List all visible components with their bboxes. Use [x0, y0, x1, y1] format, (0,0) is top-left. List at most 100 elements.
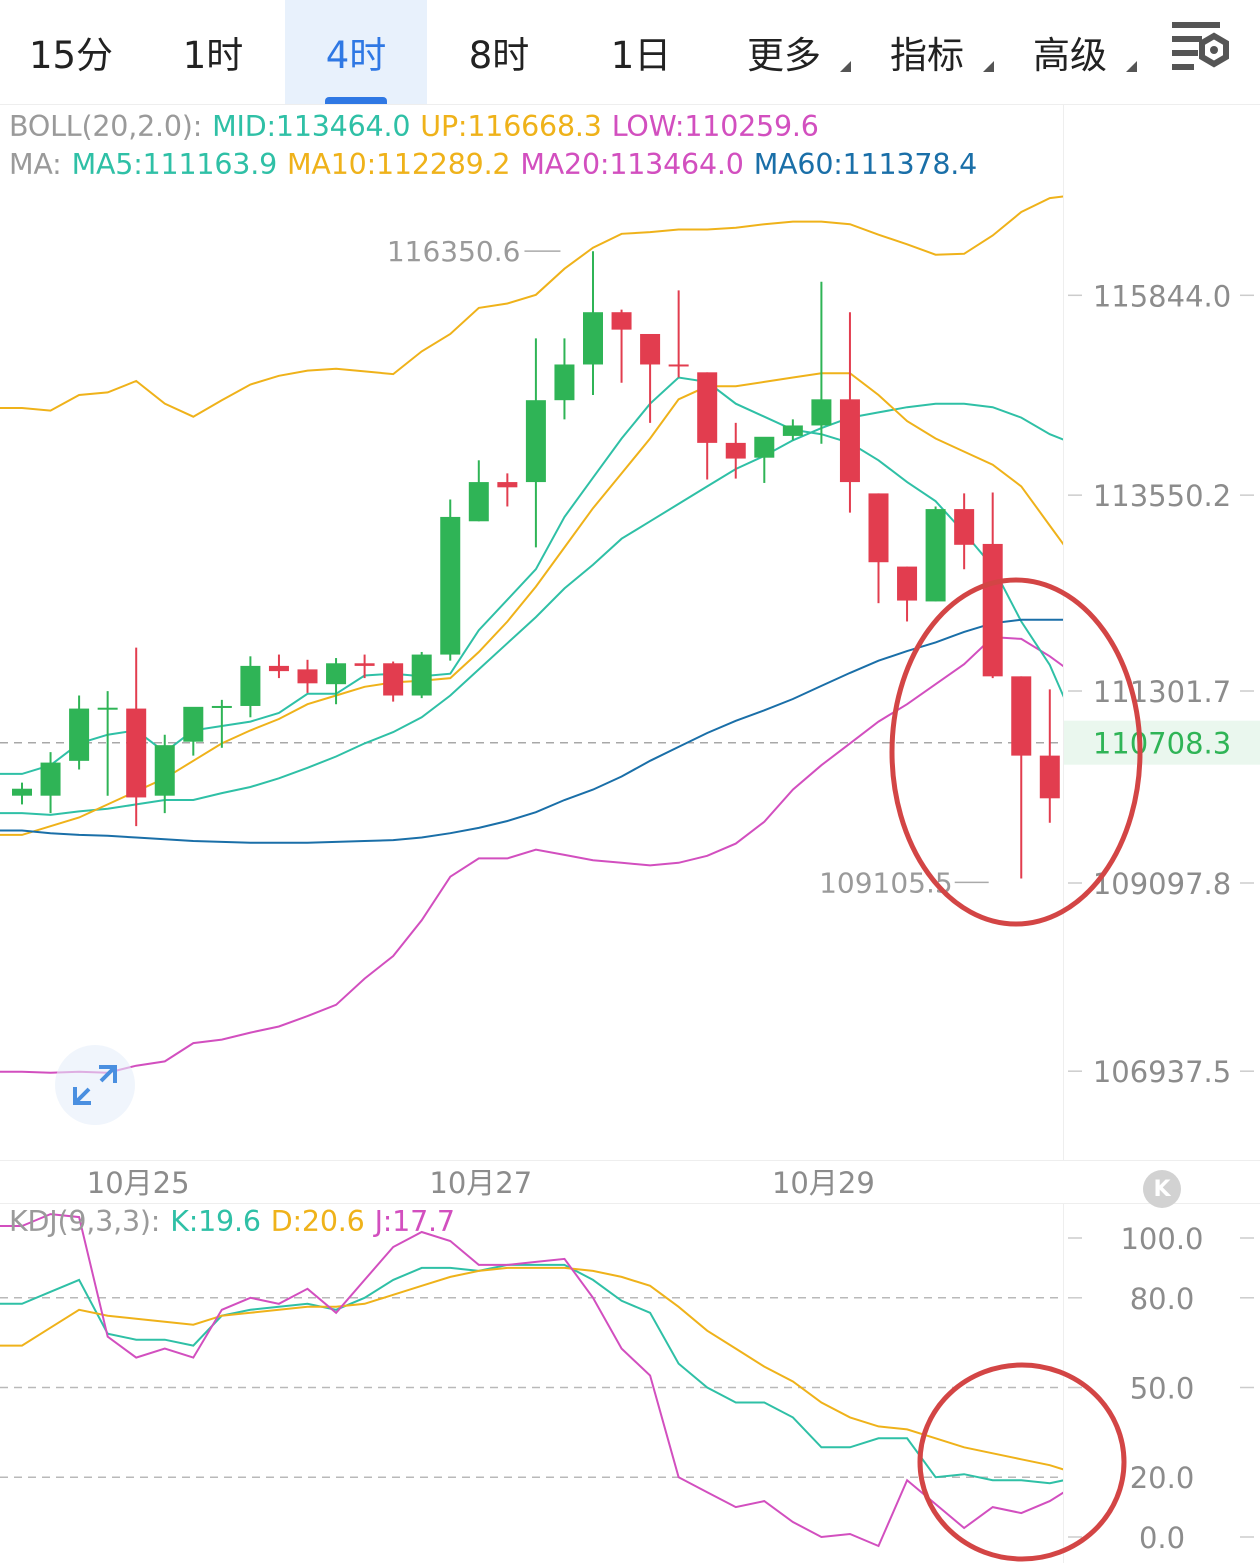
candle	[640, 333, 661, 365]
ma60-value: MA60:111378.4	[753, 148, 978, 181]
kdj-ref-label: 20.0	[1130, 1461, 1195, 1495]
tab-label: 高级	[1033, 34, 1107, 77]
tab-5[interactable]: 更多	[713, 0, 855, 104]
candle	[12, 788, 32, 796]
tab-label: 指标	[890, 34, 964, 77]
expand-chart-button[interactable]	[55, 1045, 135, 1125]
candle	[69, 708, 90, 761]
candle	[583, 312, 603, 365]
candles	[12, 251, 1060, 879]
line-ma60	[0, 618, 1063, 844]
candle	[725, 442, 746, 459]
tab-1[interactable]: 1时	[142, 0, 284, 104]
candle	[440, 516, 461, 655]
candle	[754, 436, 775, 458]
timeframe-tabs: 15分 1时 4时 8时 1日 更多 指标 高级	[0, 0, 1260, 104]
line-ma5	[0, 376, 1063, 775]
tab-0[interactable]: 15分	[0, 0, 142, 104]
tab-label: 更多	[747, 34, 821, 77]
candle	[211, 705, 232, 708]
tab-label: 1日	[610, 34, 672, 77]
chart-settings-icon[interactable]	[1160, 16, 1240, 86]
highlight-circle-price	[889, 577, 1143, 927]
candle	[497, 482, 518, 488]
ma-legend: MA: MA5:111163.9 MA10:112289.2 MA20:113464.…	[9, 148, 987, 181]
tab-label: 4时	[325, 34, 387, 77]
kdj-d-value: D:20.6	[270, 1205, 365, 1238]
y-tick-label: 109097.8	[1093, 867, 1231, 901]
boll-low-value: LOW:110259.6	[611, 110, 819, 143]
candle	[668, 364, 689, 367]
candle	[126, 708, 147, 798]
scroll-to-latest-button[interactable]: K	[1143, 1170, 1181, 1208]
ma20-value: MA20:113464.0	[520, 148, 744, 181]
kdj-line-k	[0, 1263, 1063, 1485]
expand-icon	[73, 1065, 117, 1105]
candle	[839, 399, 860, 483]
kdj-legend: KDJ(9,3,3): K:19.6 D:20.6 J:17.7	[9, 1205, 465, 1238]
tab-6[interactable]: 指标	[856, 0, 998, 104]
candle	[1039, 755, 1060, 799]
line-boll-up	[0, 195, 1063, 418]
candle	[525, 400, 546, 483]
kdj-lines	[0, 1213, 1063, 1548]
y-tick-label: 111301.7	[1093, 675, 1231, 709]
dropdown-triangle-icon	[840, 61, 851, 72]
candle	[97, 707, 118, 710]
kdj-line-d	[0, 1266, 1063, 1471]
tab-2[interactable]: 4时	[285, 0, 427, 104]
boll-legend: BOLL(20,2.0): MID:113464.0 UP:116668.3 LOW:…	[9, 110, 829, 143]
dropdown-triangle-icon	[1126, 61, 1137, 72]
candle	[268, 665, 289, 672]
candle	[954, 509, 975, 545]
candle	[982, 543, 1003, 677]
candle	[468, 482, 489, 522]
candle	[183, 706, 204, 742]
kdj-tick-label: 50.0	[1130, 1372, 1195, 1406]
candle	[811, 399, 832, 426]
kdj-tick-label: 100.0	[1120, 1222, 1203, 1256]
x-axis-label: 10月25	[87, 1166, 190, 1200]
candle	[1011, 676, 1032, 756]
y-tick-label: 106937.5	[1093, 1055, 1231, 1089]
current-price-tag	[1064, 720, 1260, 765]
tab-label: 8时	[468, 34, 530, 77]
candle	[154, 745, 175, 796]
candle	[868, 493, 889, 563]
kdj-k-value: K:19.6	[170, 1205, 261, 1238]
tab-label: 15分	[28, 34, 114, 77]
x-axis-label: 10月27	[429, 1166, 532, 1200]
kdj-legend-label: KDJ(9,3,3):	[9, 1205, 161, 1238]
ma-legend-label: MA:	[9, 148, 62, 181]
candle	[354, 663, 375, 666]
y-tick-label: 115844.0	[1093, 279, 1231, 313]
line-boll-mid	[0, 402, 1063, 816]
candle	[40, 762, 61, 796]
candle	[240, 665, 261, 706]
boll-legend-label: BOLL(20,2.0):	[9, 110, 203, 143]
price-lines	[0, 195, 1063, 1074]
ma5-value: MA5:111163.9	[71, 148, 278, 181]
kdj-j-value: J:17.7	[374, 1205, 455, 1238]
kdj-line-j	[0, 1213, 1063, 1548]
active-tab-indicator	[325, 97, 387, 104]
dropdown-triangle-icon	[983, 61, 994, 72]
highlight-circle-kdj	[917, 1362, 1127, 1562]
y-tick-label: 113550.2	[1093, 479, 1231, 513]
x-axis-label: 10月29	[772, 1166, 875, 1200]
kdj-tick-label: 80.0	[1130, 1282, 1195, 1316]
candle	[611, 312, 632, 330]
candle	[297, 669, 318, 684]
tab-4[interactable]: 1日	[570, 0, 712, 104]
tab-7[interactable]: 高级	[999, 0, 1141, 104]
tab-3[interactable]: 8时	[428, 0, 570, 104]
tab-label: 1时	[182, 34, 244, 77]
min-annotation-label: 109105.5	[819, 866, 953, 899]
candle	[411, 654, 432, 696]
current-price-label: 110708.3	[1093, 727, 1231, 761]
candle	[383, 663, 404, 696]
boll-up-value: UP:116668.3	[420, 110, 602, 143]
candle	[326, 663, 347, 685]
candle	[897, 566, 918, 601]
